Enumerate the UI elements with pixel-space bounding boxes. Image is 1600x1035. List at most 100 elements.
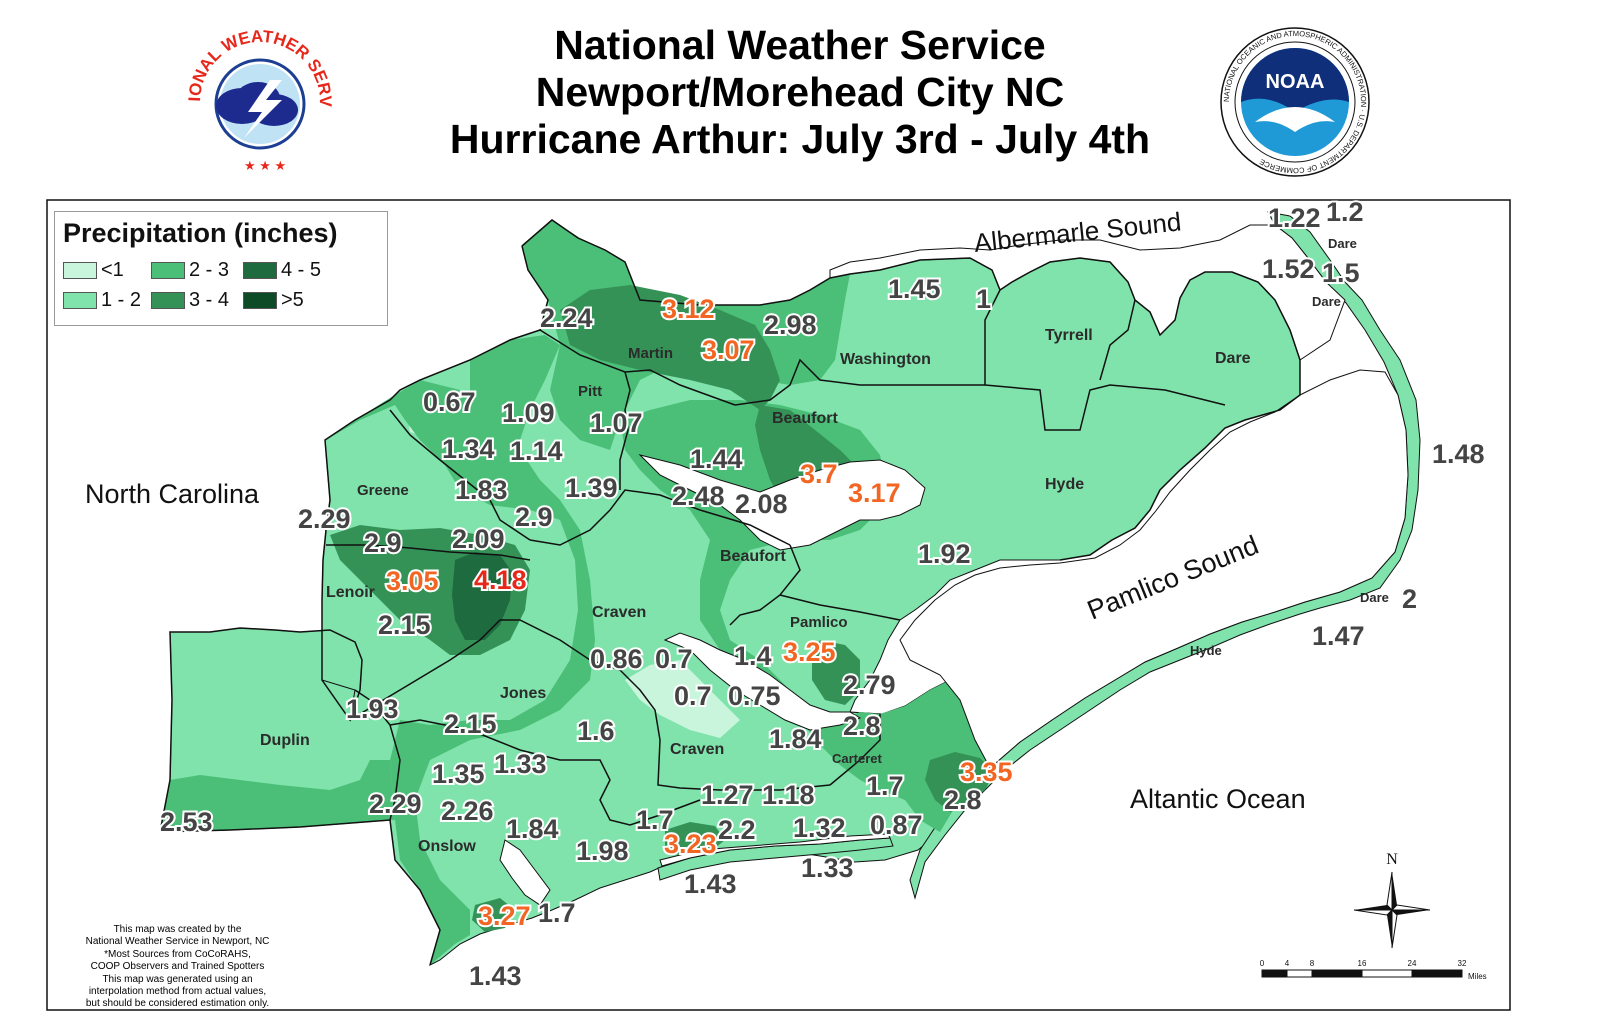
observation-value: 1.18 [762, 780, 815, 810]
observation-value: 0.86 [590, 644, 643, 674]
county-label: Pamlico [790, 614, 848, 631]
band-3-4-pamlico [812, 640, 860, 705]
county-label: Dare [1215, 350, 1251, 367]
observation-value: 2.29 [298, 504, 351, 534]
credit-line: *Most Sources from CoCoRAHS, [104, 948, 251, 960]
observation-value: 3.17 [848, 478, 901, 508]
observation-value: 1.14 [510, 436, 563, 466]
credit-line: COOP Observers and Trained Spotters [90, 961, 265, 973]
observation-value: 4.18 [474, 565, 527, 595]
county-label: Onslow [418, 838, 476, 855]
county-label: Dare [1360, 590, 1389, 605]
observation-value: 2.15 [444, 709, 497, 739]
county-label: Pitt [578, 383, 602, 400]
band-3-4-onslow [472, 898, 515, 932]
border-craven-jones-south [619, 669, 831, 791]
title-line-1: National Weather Service [554, 22, 1046, 68]
observation-value: 2.24 [540, 303, 593, 333]
legend-swatch [243, 262, 277, 279]
band-2-3-beaufort [620, 400, 995, 832]
border-tyrrell-dare [1099, 299, 1136, 381]
observation-value: 2.09 [452, 524, 505, 554]
noaa-logo-text: NOAA [1266, 71, 1325, 93]
scale-segment [1261, 969, 1288, 978]
border-lenoir-jones [349, 619, 621, 721]
legend-label: 2 - 3 [189, 259, 230, 281]
band-lt1-craven [625, 660, 740, 738]
observation-value: 1.35 [432, 759, 485, 789]
legend-title: Precipitation (inches) [63, 218, 338, 248]
observation-value: 2.9 [515, 502, 553, 532]
observation-value: 3.25 [783, 637, 836, 667]
legend-label: 3 - 4 [189, 289, 230, 311]
legend-label: >5 [281, 289, 304, 311]
scale-tick-label: 0 [1260, 959, 1265, 968]
observation-value: 0.75 [728, 681, 781, 711]
pamlico-river [638, 454, 926, 551]
scale-tick-label: 24 [1408, 959, 1417, 968]
band-4-5-lenoir [452, 552, 512, 640]
observation-value: 1.4 [734, 641, 772, 671]
county-label: Beaufort [772, 410, 838, 427]
observation-value: 1.47 [1312, 621, 1365, 651]
legend: Precipitation (inches) <1 2 - 3 4 - 5 1 - 2… [54, 211, 388, 326]
credit-line: This map was generated using an [102, 973, 253, 985]
observation-value: 1.5 [1322, 258, 1360, 288]
county-label: Tyrrell [1045, 327, 1093, 344]
observation-value: 3.05 [386, 566, 439, 596]
border-mainland-west [159, 245, 549, 966]
observation-value: 1.98 [576, 836, 629, 866]
compass-label: N [1386, 851, 1398, 868]
observation-value: 2.9 [364, 528, 402, 558]
observation-value: 1 [976, 284, 991, 314]
county-label: Hyde [1045, 476, 1084, 493]
observation-value: 1.43 [469, 961, 522, 991]
scale-segment [1311, 969, 1363, 978]
state-label: North Carolina [85, 479, 260, 509]
observation-value: 1.33 [494, 749, 547, 779]
border-martin-beaufort [734, 358, 900, 406]
map-credits: This map was created by the National Weat… [50, 924, 305, 1011]
legend-swatch [63, 292, 97, 309]
county-label: Dare [1328, 236, 1357, 251]
observation-value: 2.2 [718, 815, 756, 845]
observation-value: 2.8 [944, 785, 982, 815]
legend-swatch [151, 292, 185, 309]
band-2-3-duplin [160, 760, 395, 832]
observation-labels: 2.24 3.123.072.981.45 11.22 1.21.52 1.50.67 1… [158, 195, 1487, 993]
water [499, 224, 1409, 906]
band-3-4-martin [560, 285, 780, 410]
observation-value: 0.7 [655, 644, 693, 674]
observation-value: 1.6 [577, 716, 615, 746]
observation-value: 1.7 [636, 805, 674, 835]
bogue-sound [659, 833, 891, 867]
border-craven-carteret [829, 714, 881, 786]
observation-value: 1.48 [1432, 439, 1485, 469]
border-duplin-onslow [354, 689, 401, 821]
border-washington-tyrrell [900, 289, 1001, 386]
county-label: Beaufort [720, 548, 786, 565]
svg-text:★ ★ ★: ★ ★ ★ [244, 158, 286, 173]
observation-value: 1.7 [866, 771, 904, 801]
county-label: Carteret [832, 751, 883, 766]
observation-value: 3.07 [702, 335, 755, 365]
scale-segment [1361, 969, 1413, 978]
observation-value: 1.39 [565, 473, 618, 503]
credit-line: but should be considered estimation only… [85, 998, 270, 1010]
border-pitt-greene [389, 409, 531, 541]
border-pitt-inner [619, 371, 631, 490]
observation-value: 1.27 [701, 780, 754, 810]
observation-value: 3.23 [664, 829, 717, 859]
credit-line: interpolation method from actual values, [88, 986, 267, 998]
observation-value: 2.08 [735, 489, 788, 519]
county-label: Washington [840, 351, 931, 368]
county-label: Craven [592, 604, 646, 621]
observation-value: 3.7 [800, 459, 838, 489]
county-label: Hyde [1190, 643, 1222, 658]
observation-value: 1.32 [793, 813, 846, 843]
observation-value: 1.2 [1326, 197, 1364, 227]
county-label: Dare [1312, 294, 1341, 309]
scale-tick-label: 16 [1358, 959, 1367, 968]
observation-value: 1.22 [1268, 203, 1321, 233]
